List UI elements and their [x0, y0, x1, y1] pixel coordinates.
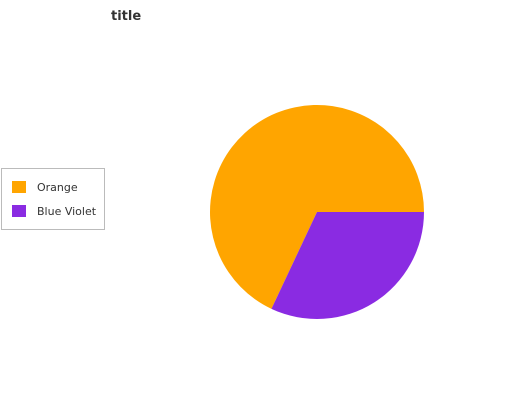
legend-label-blue-violet: Blue Violet: [37, 204, 97, 218]
legend: Orange Blue Violet: [1, 168, 105, 230]
pie-slice-orange: [210, 104, 424, 309]
legend-label-orange: Orange: [37, 180, 78, 194]
pie-slice-blue-violet: [271, 212, 424, 319]
legend-swatch-orange: [12, 181, 26, 193]
legend-swatch-blue-violet: [12, 205, 26, 217]
chart-title: title: [111, 9, 142, 24]
legend-item-orange: Orange: [12, 180, 78, 194]
legend-item-blue-violet: Blue Violet: [12, 204, 96, 218]
